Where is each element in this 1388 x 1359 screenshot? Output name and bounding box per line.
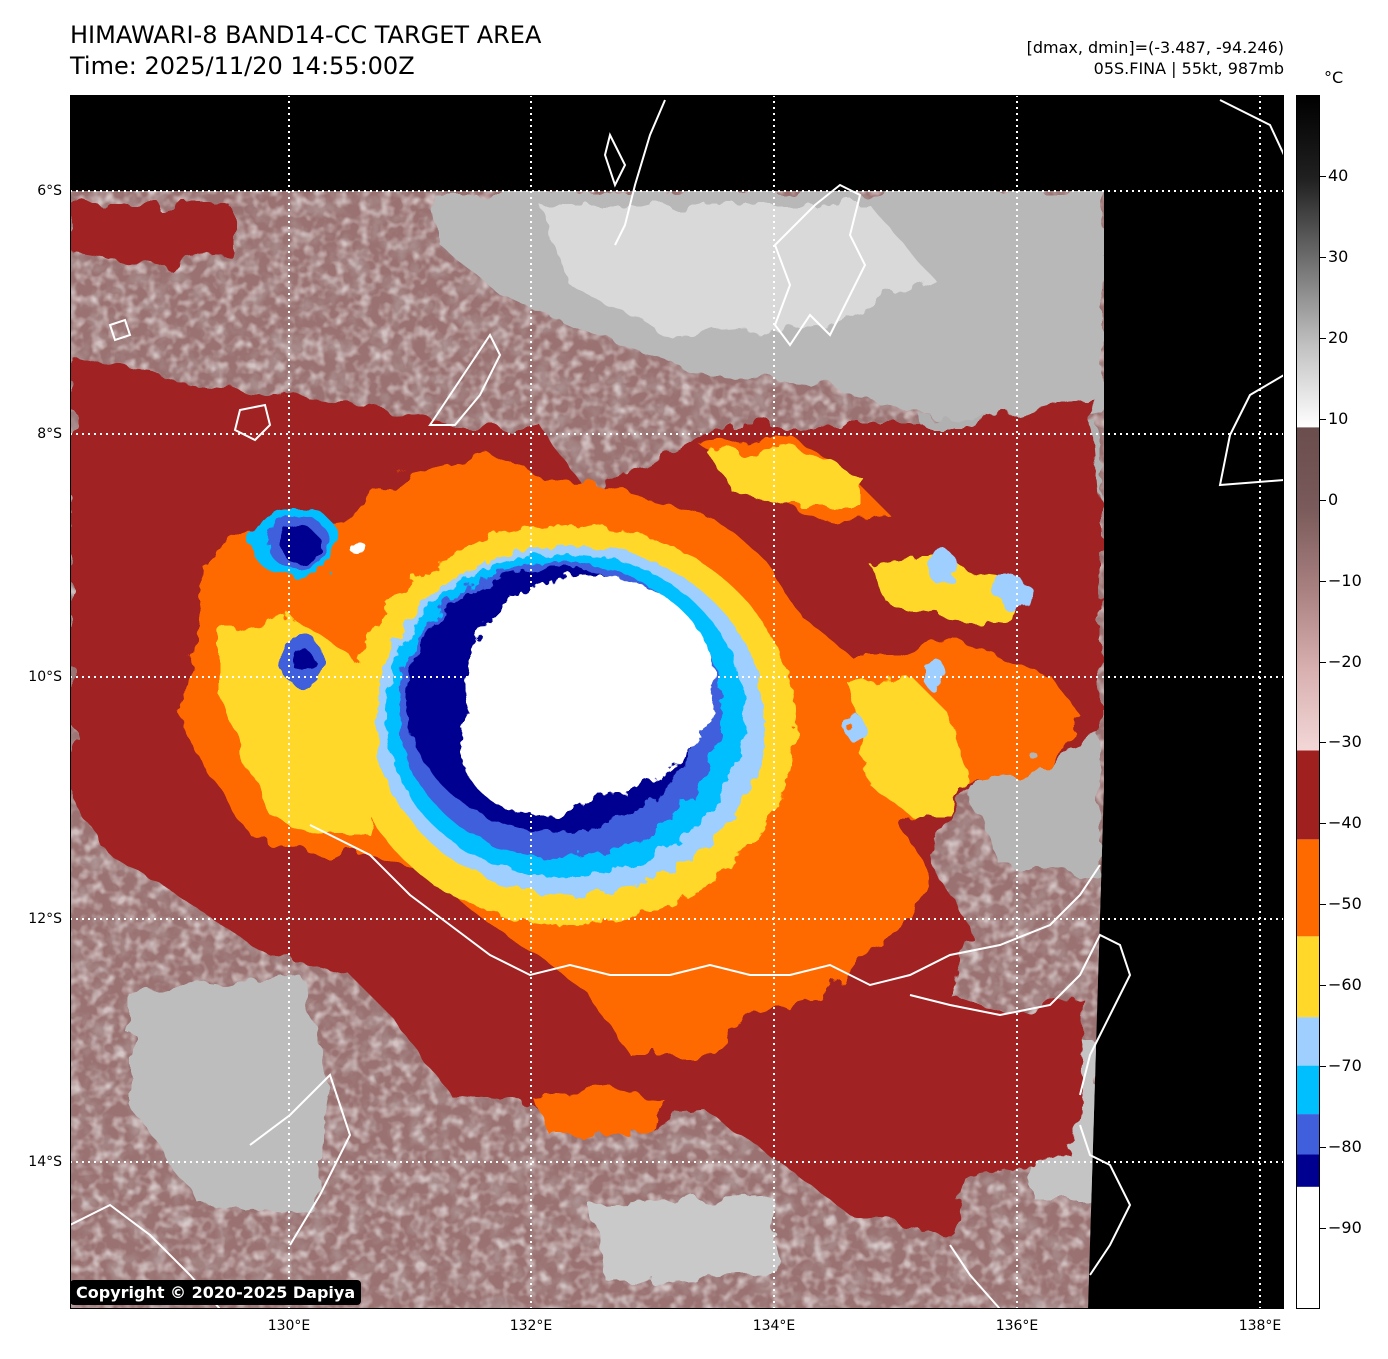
coastlines <box>70 99 1284 1309</box>
colorbar-segment <box>1297 936 1319 1018</box>
colorbar-tick <box>1320 662 1326 663</box>
lat-label-12s: 12°S <box>28 911 62 927</box>
range-text: [dmax, dmin]=(-3.487, -94.246) <box>1026 38 1284 57</box>
colorbar-tick-label: −50 <box>1328 894 1362 913</box>
lon-label-134e: 134°E <box>752 1318 796 1334</box>
gridlines <box>70 95 1284 1309</box>
colorbar-segment <box>1297 427 1319 751</box>
colorbar-tick <box>1320 1147 1326 1148</box>
colorbar-tick-label: 30 <box>1328 247 1349 266</box>
colorbar-tick <box>1320 500 1326 501</box>
colorbar-tick <box>1320 338 1326 339</box>
colorbar-tick <box>1320 1066 1326 1067</box>
colorbar-segment <box>1297 96 1319 428</box>
chart-time: Time: 2025/11/20 14:55:00Z <box>70 52 415 80</box>
chart-title: HIMAWARI-8 BAND14-CC TARGET AREA <box>70 21 542 49</box>
colorbar-segment <box>1297 1114 1319 1155</box>
colorbar-segment <box>1297 750 1319 840</box>
colorbar-tick-label: −60 <box>1328 975 1362 994</box>
colorbar-tick-label: −10 <box>1328 571 1362 590</box>
lon-label-130e: 130°E <box>267 1318 311 1334</box>
colorbar-tick-label: −30 <box>1328 732 1362 751</box>
satellite-map <box>70 95 1284 1309</box>
colorbar-tick <box>1320 419 1326 420</box>
colorbar <box>1296 95 1320 1309</box>
colorbar-tick-label: −80 <box>1328 1137 1362 1156</box>
colorbar-unit: °C <box>1324 68 1344 87</box>
colorbar-segment <box>1297 1065 1319 1115</box>
colorbar-tick-label: −90 <box>1328 1218 1362 1237</box>
colorbar-tick-label: −20 <box>1328 652 1362 671</box>
colorbar-tick-label: −70 <box>1328 1056 1362 1075</box>
central-dense-overcast <box>345 525 795 925</box>
colorbar-tick <box>1320 257 1326 258</box>
colorbar-tick <box>1320 904 1326 905</box>
colorbar-tick-label: −40 <box>1328 813 1362 832</box>
colorbar-tick-label: 0 <box>1328 490 1339 509</box>
lat-label-10s: 10°S <box>28 669 62 685</box>
lat-label-8s: 8°S <box>37 426 62 442</box>
colorbar-segment <box>1297 1154 1319 1187</box>
map-frame <box>70 95 1284 1309</box>
lat-label-6s: 6°S <box>37 183 62 199</box>
colorbar-tick-label: 10 <box>1328 409 1349 428</box>
lat-label-14s: 14°S <box>28 1154 62 1170</box>
low-cloud-areas <box>130 191 1104 1285</box>
colorbar-tick-label: 40 <box>1328 166 1349 185</box>
copyright-badge: Copyright © 2020-2025 Dapiya <box>70 1280 362 1305</box>
colorbar-tick <box>1320 176 1326 177</box>
colorbar-segment <box>1297 1186 1319 1308</box>
colorbar-segment <box>1297 839 1319 937</box>
satellite-imagery <box>70 191 1104 1309</box>
colorbar-tick-label: 20 <box>1328 328 1349 347</box>
colorbar-segment <box>1297 1017 1319 1066</box>
colorbar-tick <box>1320 1228 1326 1229</box>
colorbar-tick <box>1320 985 1326 986</box>
lon-label-136e: 136°E <box>995 1318 1039 1334</box>
colorbar-tick <box>1320 823 1326 824</box>
colorbar-tick <box>1320 742 1326 743</box>
lon-label-138e: 138°E <box>1238 1318 1282 1334</box>
lon-label-132e: 132°E <box>509 1318 553 1334</box>
storm-text: 05S.FINA | 55kt, 987mb <box>1093 59 1284 78</box>
colorbar-tick <box>1320 581 1326 582</box>
